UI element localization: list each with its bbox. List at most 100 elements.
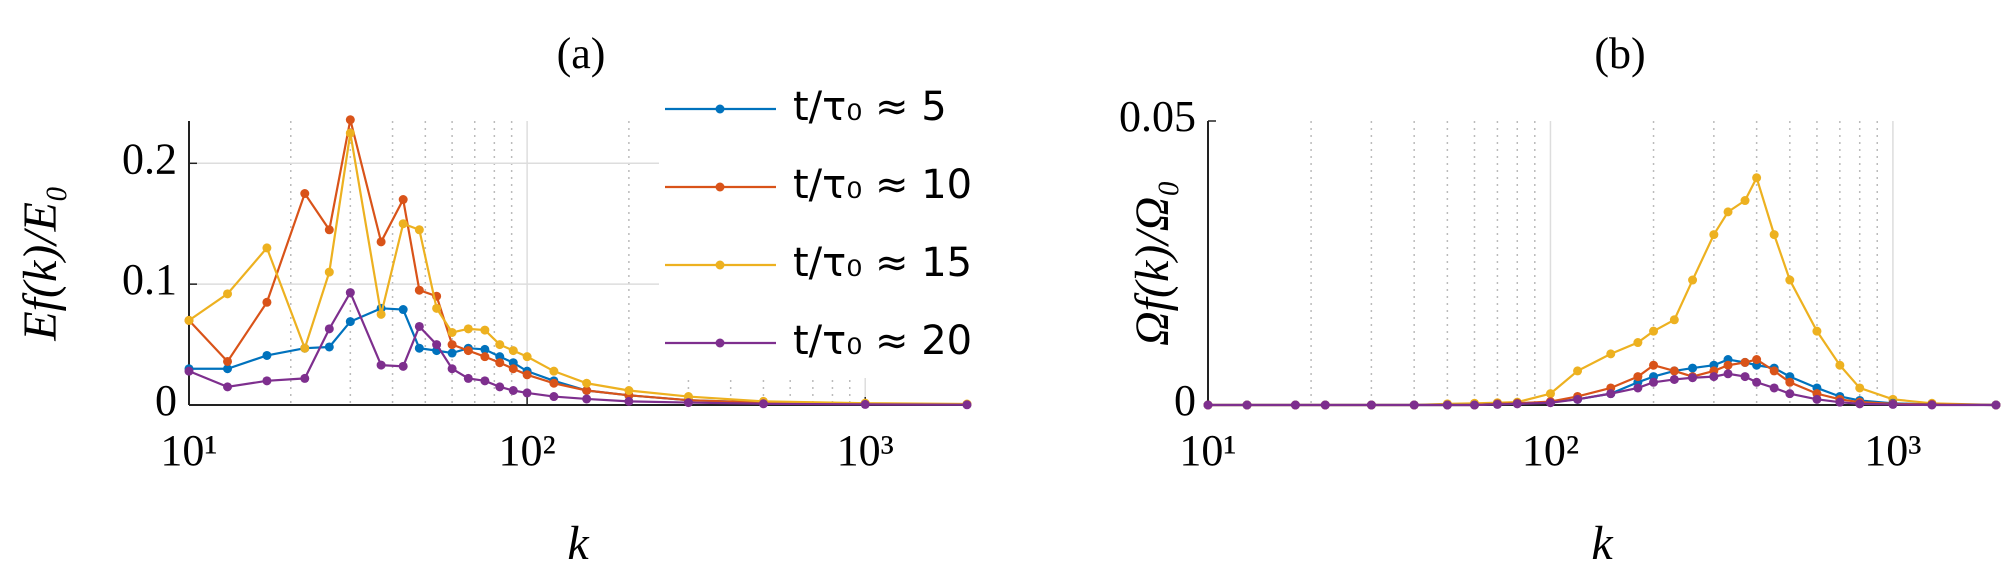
data-point — [1573, 366, 1583, 376]
legend-label: t/τ₀ ≈ 20 — [793, 318, 972, 364]
y-tick-label: 0.05 — [1119, 92, 1196, 141]
data-point — [1688, 275, 1698, 285]
data-point — [1545, 389, 1555, 399]
data-point — [463, 373, 473, 383]
y-axis-label: Ef(k)/E₀ — [14, 185, 67, 341]
legend-marker — [715, 260, 725, 270]
data-point — [1723, 360, 1733, 370]
data-point — [1290, 400, 1300, 410]
x-axis-label: k — [1591, 517, 1614, 570]
data-point — [1740, 196, 1750, 206]
legend-marker — [715, 338, 725, 348]
data-point — [1769, 383, 1779, 393]
data-point — [223, 356, 233, 366]
data-point — [376, 237, 386, 247]
data-point — [376, 309, 386, 319]
data-point — [398, 361, 408, 371]
data-point — [1649, 360, 1659, 370]
data-point — [1688, 363, 1698, 373]
data-point — [345, 317, 355, 327]
y-tick-label: 0 — [1174, 376, 1196, 425]
data-point — [1669, 366, 1679, 376]
data-point — [223, 364, 233, 374]
x-axis-label: k — [567, 517, 590, 570]
data-point — [522, 388, 532, 398]
data-point — [522, 352, 532, 362]
chart-title: (a) — [557, 29, 606, 78]
legend-label: t/τ₀ ≈ 10 — [793, 162, 972, 208]
data-point — [624, 396, 634, 406]
x-tick-label: 10³ — [1864, 426, 1921, 475]
data-point — [962, 400, 972, 410]
data-point — [376, 360, 386, 370]
data-point — [324, 342, 334, 352]
y-tick-label: 0 — [155, 376, 177, 425]
data-point — [508, 346, 518, 356]
x-tick-label: 10¹ — [160, 426, 217, 475]
data-point — [1469, 400, 1479, 410]
data-point — [1669, 374, 1679, 384]
x-tick-label: 10² — [499, 426, 556, 475]
data-point — [1991, 400, 2001, 410]
data-point — [1740, 372, 1750, 382]
x-tick-label: 10² — [1522, 426, 1579, 475]
data-point — [1606, 349, 1616, 359]
data-point — [324, 225, 334, 235]
y-axis-label: Ωf(k)/Ω₀ — [1126, 180, 1179, 346]
data-point — [1785, 275, 1795, 285]
data-point — [463, 346, 473, 356]
y-tick-label: 0.2 — [122, 134, 177, 183]
data-point — [223, 289, 233, 299]
data-point — [582, 378, 592, 388]
data-point — [432, 340, 442, 350]
data-point — [398, 195, 408, 205]
data-point — [624, 385, 634, 395]
legend-marker — [715, 182, 725, 192]
data-point — [262, 350, 272, 360]
data-point — [300, 189, 310, 199]
data-point — [683, 398, 693, 408]
data-point — [549, 366, 559, 376]
data-point — [447, 364, 457, 374]
x-tick-label: 10³ — [837, 426, 894, 475]
data-point — [398, 219, 408, 229]
data-point — [1633, 383, 1643, 393]
data-point — [495, 382, 505, 392]
data-point — [1709, 230, 1719, 240]
data-point — [1855, 383, 1865, 393]
data-point — [1709, 372, 1719, 382]
data-point — [480, 376, 490, 386]
data-point — [480, 352, 490, 362]
data-point — [1320, 400, 1330, 410]
data-point — [1492, 399, 1502, 409]
data-point — [1812, 394, 1822, 404]
data-point — [1669, 315, 1679, 325]
data-point — [1606, 389, 1616, 399]
data-point — [414, 321, 424, 331]
data-point — [1633, 338, 1643, 348]
data-point — [480, 325, 490, 335]
data-point — [1752, 355, 1762, 365]
data-point — [1888, 399, 1898, 409]
data-point — [1512, 399, 1522, 409]
data-point — [1409, 400, 1419, 410]
data-point — [1633, 372, 1643, 382]
data-point — [1442, 400, 1452, 410]
data-point — [1649, 326, 1659, 336]
data-point — [495, 358, 505, 368]
data-point — [262, 376, 272, 386]
data-point — [549, 378, 559, 388]
data-point — [324, 267, 334, 277]
data-point — [324, 324, 334, 334]
data-point — [262, 297, 272, 307]
data-point — [447, 340, 457, 350]
data-point — [508, 364, 518, 374]
data-point — [1242, 400, 1252, 410]
data-point — [300, 373, 310, 383]
data-point — [432, 303, 442, 313]
data-point — [1835, 397, 1845, 407]
data-point — [398, 305, 408, 315]
data-point — [1723, 207, 1733, 217]
data-point — [582, 394, 592, 404]
data-point — [1769, 230, 1779, 240]
